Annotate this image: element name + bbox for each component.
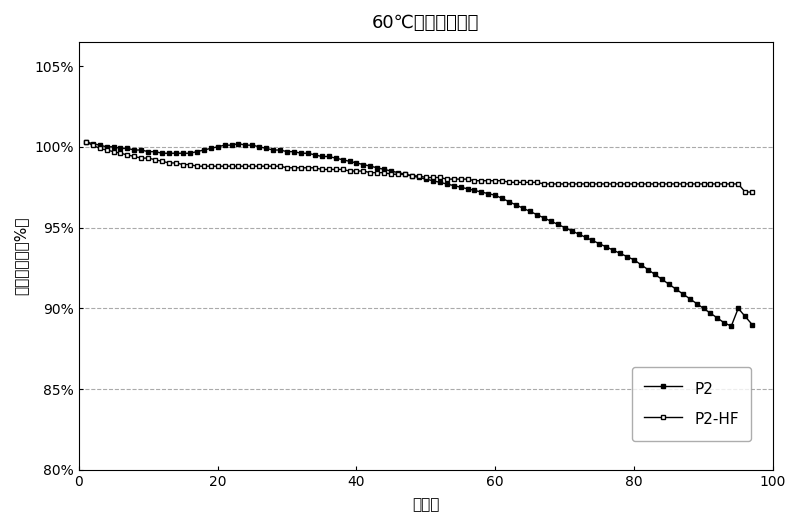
P2-HF bbox=[130, 154, 139, 160]
P2 bbox=[130, 147, 139, 153]
P2-HF bbox=[102, 147, 111, 153]
P2-HF bbox=[740, 189, 750, 195]
P2 bbox=[102, 144, 111, 150]
P2 bbox=[81, 139, 90, 145]
P2-HF bbox=[747, 189, 757, 195]
P2-HF bbox=[594, 181, 604, 187]
P2 bbox=[254, 144, 264, 150]
P2-HF bbox=[462, 176, 472, 183]
P2 bbox=[462, 186, 472, 192]
P2-HF bbox=[81, 139, 90, 145]
P2 bbox=[414, 174, 424, 180]
P2-HF bbox=[414, 173, 424, 179]
X-axis label: 循环数: 循环数 bbox=[412, 497, 439, 512]
P2-HF bbox=[254, 163, 264, 169]
Title: 60℃高温循环曲线: 60℃高温循环曲线 bbox=[372, 14, 479, 32]
Legend: P2, P2-HF: P2, P2-HF bbox=[632, 367, 751, 441]
P2 bbox=[747, 321, 757, 328]
P2 bbox=[594, 240, 604, 247]
Line: P2-HF: P2-HF bbox=[83, 139, 754, 195]
Y-axis label: 容量保持率（%）: 容量保持率（%） bbox=[14, 217, 29, 295]
P2 bbox=[726, 323, 736, 329]
Line: P2: P2 bbox=[83, 139, 754, 329]
